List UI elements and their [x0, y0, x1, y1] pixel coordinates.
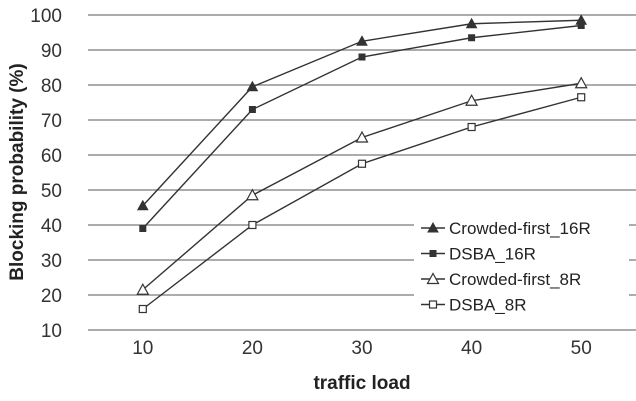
legend-marker — [427, 221, 439, 233]
x-tick-label: 10 — [132, 338, 153, 359]
x-tick-label: 20 — [242, 338, 263, 359]
series-group — [136, 14, 588, 314]
y-axis-ticks: 10 20 30 40 50 60 70 80 90 100 — [30, 6, 62, 342]
legend-marker — [428, 300, 438, 309]
y-tick-label: 10 — [41, 321, 62, 342]
data-point — [136, 283, 150, 295]
data-point — [355, 130, 369, 143]
data-point — [465, 94, 479, 106]
legend-item: Crowded-first_16R — [421, 219, 591, 238]
x-axis-title: traffic load — [313, 373, 410, 394]
data-point — [248, 106, 256, 113]
data-point — [468, 34, 476, 42]
data-point — [136, 199, 149, 211]
data-point — [246, 80, 259, 92]
series-line — [142, 19, 582, 207]
gridlines — [88, 14, 636, 331]
x-tick-label: 30 — [351, 338, 372, 359]
y-tick-label: 30 — [41, 251, 62, 272]
x-tick-label: 40 — [461, 338, 482, 359]
y-tick-label: 80 — [41, 76, 62, 97]
legend-label: DSBA_16R — [449, 245, 536, 264]
legend-marker — [426, 272, 440, 285]
y-tick-label: 100 — [30, 6, 62, 27]
y-axis-title: Blocking probability (%) — [7, 63, 28, 280]
legend-item: Crowded-first_8R — [421, 270, 581, 289]
legend: Crowded-first_16R DSBA_16R Crowded-first_8… — [414, 209, 629, 326]
series-0 — [136, 14, 588, 211]
data-point — [245, 188, 259, 201]
legend-marker — [429, 250, 437, 257]
data-point — [577, 93, 586, 102]
legend-label: Crowded-first_16R — [449, 219, 591, 238]
y-tick-label: 20 — [41, 286, 62, 307]
y-tick-label: 90 — [41, 41, 62, 62]
y-tick-label: 50 — [41, 181, 62, 202]
data-point — [356, 35, 368, 46]
legend-item: DSBA_16R — [421, 245, 536, 264]
data-point — [465, 17, 478, 29]
legend-label: Crowded-first_8R — [449, 270, 581, 289]
y-tick-label: 70 — [41, 111, 62, 132]
legend-box — [414, 209, 629, 326]
x-tick-label: 50 — [571, 338, 592, 359]
data-point — [139, 225, 147, 232]
data-point — [138, 304, 147, 314]
data-point — [577, 22, 585, 29]
data-point — [357, 159, 367, 168]
data-point — [358, 53, 366, 61]
series-1 — [139, 22, 585, 232]
y-tick-label: 60 — [41, 146, 62, 167]
x-axis-ticks: 10 20 30 40 50 — [132, 338, 592, 359]
data-point — [467, 122, 476, 132]
legend-item: DSBA_8R — [421, 296, 526, 315]
series-2 — [136, 76, 588, 295]
y-tick-label: 40 — [41, 216, 62, 237]
legend-label: DSBA_8R — [449, 296, 526, 315]
data-point — [574, 76, 588, 89]
data-point — [248, 220, 257, 230]
series-3 — [138, 93, 586, 314]
